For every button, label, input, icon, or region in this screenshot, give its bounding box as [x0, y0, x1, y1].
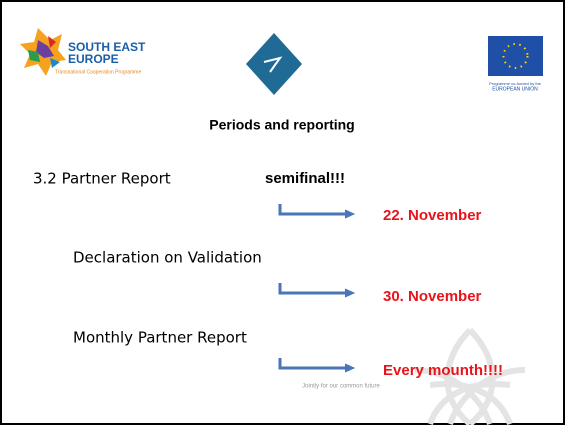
item-label: Declaration on Validation [73, 249, 262, 267]
eu-text: Programme co-funded by the [489, 81, 542, 86]
item-label: Monthly Partner Report [73, 329, 247, 347]
deadline: Every mounth!!!! [383, 362, 503, 379]
logo-tagline: Transnational Cooperation Programme [55, 69, 141, 75]
deadline: 30. November [383, 288, 482, 305]
logo-text: EUROPE [68, 52, 119, 66]
slide-title: Periods and reporting [209, 117, 354, 133]
footer: Jointly for our common future [302, 384, 380, 390]
eu-text: EUROPEAN UNION [492, 86, 538, 92]
eu-flag [488, 36, 543, 76]
logo-text: SOUTH EAST [68, 40, 146, 54]
deadline: 22. November [383, 207, 482, 224]
item-note: semifinal!!! [265, 170, 345, 187]
item-label: 3.2 Partner Report [33, 170, 171, 188]
center-logo [246, 33, 302, 95]
see-logo [20, 28, 66, 76]
arrows [278, 204, 356, 373]
decoration [414, 327, 526, 425]
